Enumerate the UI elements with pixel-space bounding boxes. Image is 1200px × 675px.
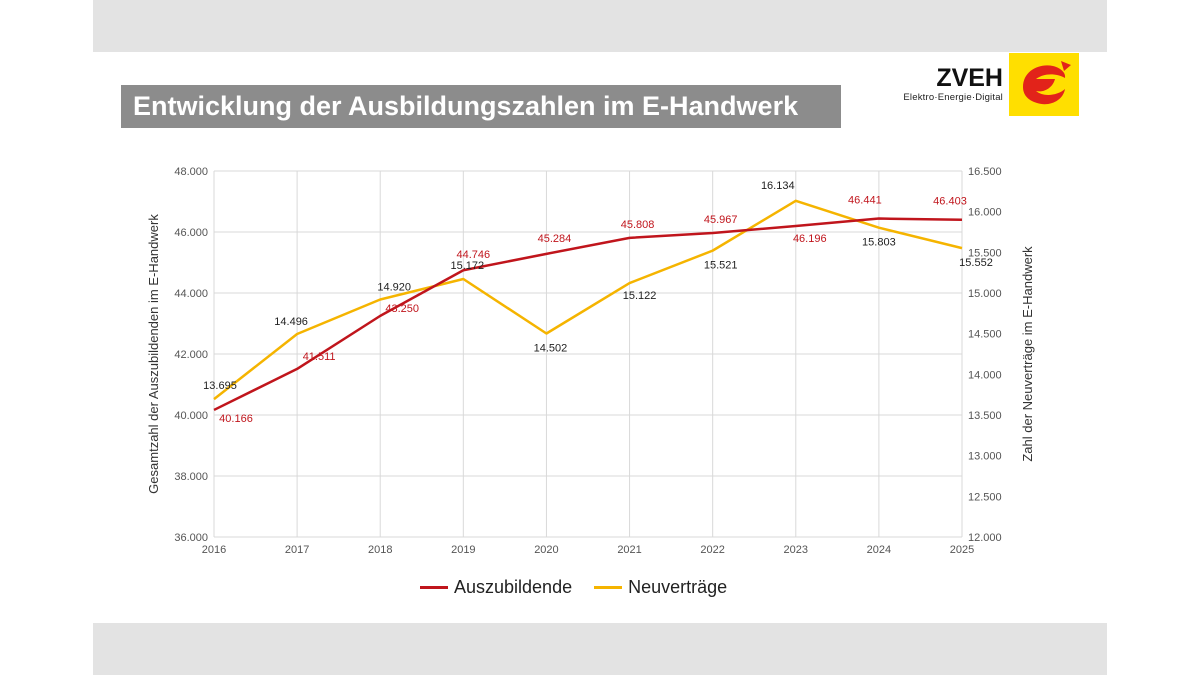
legend-label-auszubildende: Auszubildende: [454, 576, 573, 597]
x-tick-label: 2022: [700, 544, 724, 556]
legend-swatch-auszubildende: [420, 585, 448, 589]
x-tick-label: 2017: [285, 544, 309, 556]
logo-brand: ZVEH: [936, 64, 1003, 92]
y2-tick-label: 16.000: [968, 207, 1002, 219]
x-tick-label: 2023: [784, 544, 808, 556]
zveh-logo-text: ZVEH Elektro·Energie·Digital: [893, 64, 1003, 103]
x-tick-label: 2018: [368, 544, 392, 556]
y2-tick-label: 12.000: [968, 532, 1002, 544]
x-tick-label: 2021: [617, 544, 641, 556]
y2-axis-title: Zahl der Neuverträge im E-Handwerk: [1020, 246, 1035, 462]
y2-tick-label: 13.500: [968, 410, 1002, 422]
y-tick-label: 40.000: [174, 410, 208, 422]
y-tick-label: 38.000: [174, 471, 208, 483]
data-label-neuvertraege: 15.552: [959, 257, 993, 269]
x-tick-label: 2025: [950, 544, 974, 556]
data-label-neuvertraege: 14.496: [274, 316, 308, 328]
legend-item-neuvertraege: Neuverträge: [594, 577, 727, 598]
y-tick-label: 46.000: [174, 227, 208, 239]
y2-tick-label: 14.000: [968, 369, 1002, 381]
data-label-neuvertraege: 15.521: [704, 260, 738, 272]
data-label-auszubildende: 43.250: [385, 303, 419, 315]
data-label-auszubildende: 45.967: [704, 214, 738, 226]
x-tick-label: 2016: [202, 544, 226, 556]
data-label-neuvertraege: 15.803: [862, 237, 896, 249]
y-axis-title: Gesamtzahl der Auszubildenden im E-Handw…: [146, 214, 161, 494]
legend-swatch-neuvertraege: [594, 585, 623, 589]
data-label-neuvertraege: 14.502: [534, 343, 568, 355]
data-label-auszubildende: 46.441: [848, 195, 882, 207]
x-tick-label: 2020: [534, 544, 558, 556]
series-line-neuvertraege: [213, 199, 963, 401]
chart-legend: Auszubildende Neuverträge: [420, 574, 727, 600]
logo-tagline: Elektro·Energie·Digital: [903, 92, 1003, 103]
y2-tick-label: 15.000: [968, 288, 1002, 300]
series-line-auszubildende: [213, 217, 963, 412]
y-tick-label: 48.000: [174, 166, 208, 178]
x-tick-label: 2019: [451, 544, 475, 556]
y-tick-label: 42.000: [174, 349, 208, 361]
y2-tick-label: 15.500: [968, 247, 1002, 259]
data-label-neuvertraege: 15.172: [451, 260, 485, 272]
y-tick-label: 44.000: [174, 288, 208, 300]
slide-title: Entwicklung der Ausbildungszahlen im E-H…: [121, 85, 841, 128]
y2-tick-label: 13.000: [968, 451, 1002, 463]
data-label-auszubildende: 45.284: [538, 233, 572, 245]
legend-label-neuvertraege: Neuverträge: [628, 576, 728, 597]
data-label-auszubildende: 40.166: [219, 413, 253, 425]
data-label-neuvertraege: 15.122: [623, 290, 657, 302]
data-label-auszubildende: 46.403: [933, 196, 967, 208]
y2-tick-label: 14.500: [968, 329, 1002, 341]
y-tick-label: 36.000: [174, 532, 208, 544]
data-label-auszubildende: 44.746: [457, 249, 491, 261]
data-label-neuvertraege: 13.695: [203, 380, 237, 392]
y2-tick-label: 16.500: [968, 166, 1002, 178]
x-tick-label: 2024: [867, 544, 891, 556]
legend-item-auszubildende: Auszubildende: [420, 577, 572, 598]
data-label-auszubildende: 45.808: [621, 219, 655, 231]
dual-axis-line-chart: 36.000 38.000 40.000 42.000 44.000 46.000 48.0…: [146, 166, 1035, 556]
y2-tick-label: 12.500: [968, 491, 1002, 503]
data-label-auszubildende: 46.196: [793, 233, 827, 245]
data-label-auszubildende: 41.511: [303, 351, 336, 363]
bottom-band: [93, 623, 1107, 675]
top-band: [93, 0, 1107, 52]
zveh-logo-icon: [1009, 53, 1079, 116]
data-label-neuvertraege: 16.134: [761, 180, 795, 192]
data-label-neuvertraege: 14.920: [377, 282, 411, 294]
